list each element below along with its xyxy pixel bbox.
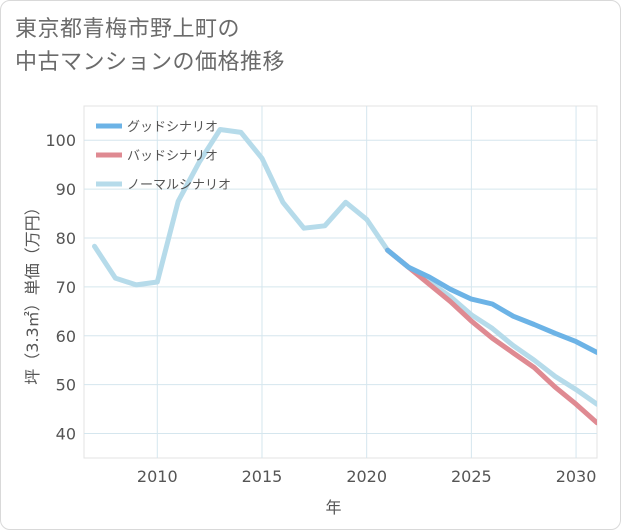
x-tick-label: 2010 [137,467,178,486]
plot-area [83,105,598,459]
y-tick-label: 100 [45,131,76,150]
chart-title: 東京都青梅市野上町の 中古マンションの価格推移 [15,13,285,79]
x-axis-label: 年 [325,498,341,517]
y-tick-label: 60 [56,327,76,346]
legend-label-2: ノーマルシナリオ [127,178,231,193]
x-tick-label: 2025 [451,467,492,486]
y-tick-label: 40 [56,425,76,444]
chart-title-line-1: 東京都青梅市野上町の [15,17,241,42]
x-tick-label: 2030 [556,467,597,486]
y-tick-label: 70 [56,278,76,297]
x-tick-label: 2020 [346,467,387,486]
x-tick-label: 2015 [242,467,283,486]
series-line-1 [385,247,597,426]
y-tick-label: 90 [56,180,76,199]
series-line-2 [92,127,597,407]
chart-title-line-2: 中古マンションの価格推移 [15,50,286,75]
legend-label-0: グッドシナリオ [127,120,218,135]
y-tick-label: 80 [56,229,76,248]
y-axis-label: 坪（3.3㎡）単価（万円） [23,199,42,384]
legend-label-1: バッドシナリオ [127,149,218,164]
series-line-0 [385,247,597,355]
y-tick-label: 50 [56,376,76,395]
